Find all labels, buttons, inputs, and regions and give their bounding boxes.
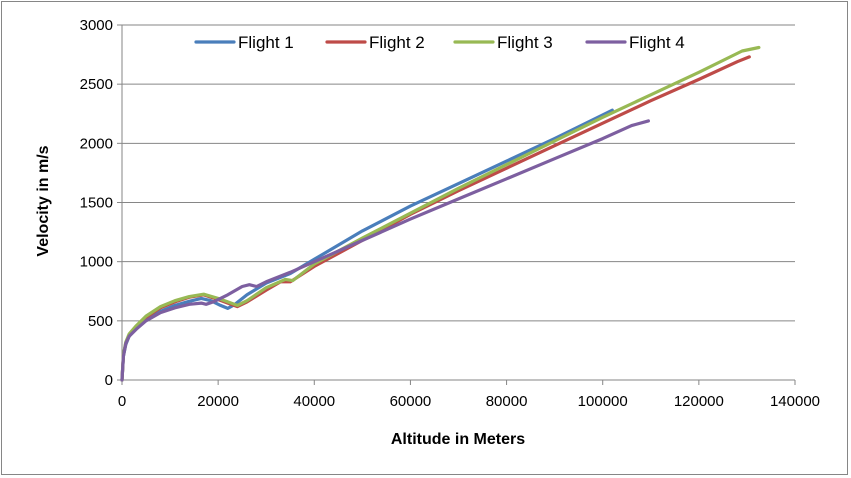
legend-label-flight-1: Flight 1 bbox=[238, 33, 294, 52]
y-tick-label-6: 3000 bbox=[80, 17, 113, 34]
legend-label-flight-4: Flight 4 bbox=[629, 33, 685, 52]
legend-item-flight-1: Flight 1 bbox=[194, 33, 294, 52]
legend: Flight 1 Flight 2 Flight 3 Flight 4 bbox=[194, 33, 685, 52]
y-tick-labels: 0 500 1000 1500 2000 2500 3000 bbox=[80, 17, 113, 389]
y-axis-title: Velocity in m/s bbox=[35, 145, 52, 256]
legend-item-flight-3: Flight 3 bbox=[453, 33, 553, 52]
legend-item-flight-4: Flight 4 bbox=[585, 33, 685, 52]
x-tick-labels: 0 20000 40000 60000 80000 100000 120000 140000 bbox=[118, 393, 820, 410]
y-tick-label-0: 0 bbox=[105, 372, 113, 389]
x-tick-label-6: 120000 bbox=[674, 393, 724, 410]
series-line-flight-1 bbox=[120, 108, 614, 382]
x-tick-label-1: 20000 bbox=[197, 393, 239, 410]
y-tick-label-4: 2000 bbox=[80, 135, 113, 152]
series-line-flight-3 bbox=[120, 45, 761, 382]
y-tick-label-5: 2500 bbox=[80, 76, 113, 93]
gridlines bbox=[122, 24, 795, 322]
legend-item-flight-2: Flight 2 bbox=[325, 33, 425, 52]
series-lines bbox=[120, 45, 761, 382]
x-tick-label-5: 100000 bbox=[578, 393, 628, 410]
y-tick-label-1: 500 bbox=[88, 313, 113, 330]
legend-label-flight-3: Flight 3 bbox=[497, 33, 553, 52]
series-line-flight-2 bbox=[120, 55, 751, 382]
x-tick-label-3: 60000 bbox=[390, 393, 432, 410]
x-tick-label-2: 40000 bbox=[293, 393, 335, 410]
x-tick-label-0: 0 bbox=[118, 393, 126, 410]
y-tick-label-2: 1000 bbox=[80, 254, 113, 271]
x-tick-label-4: 80000 bbox=[486, 393, 528, 410]
y-tick-label-3: 1500 bbox=[80, 195, 113, 212]
x-tick-label-7: 140000 bbox=[770, 393, 820, 410]
axes bbox=[117, 24, 796, 385]
x-axis-title: Altitude in Meters bbox=[391, 431, 525, 448]
series-line-flight-4 bbox=[120, 119, 651, 382]
legend-label-flight-2: Flight 2 bbox=[369, 33, 425, 52]
